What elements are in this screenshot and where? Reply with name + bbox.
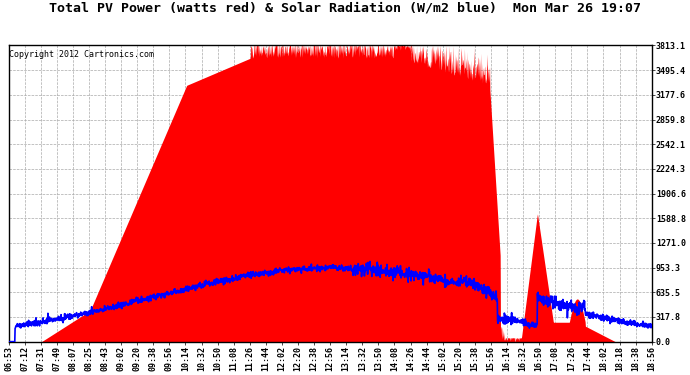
- Text: Total PV Power (watts red) & Solar Radiation (W/m2 blue)  Mon Mar 26 19:07: Total PV Power (watts red) & Solar Radia…: [49, 2, 641, 15]
- Text: Copyright 2012 Cartronics.com: Copyright 2012 Cartronics.com: [9, 50, 155, 59]
